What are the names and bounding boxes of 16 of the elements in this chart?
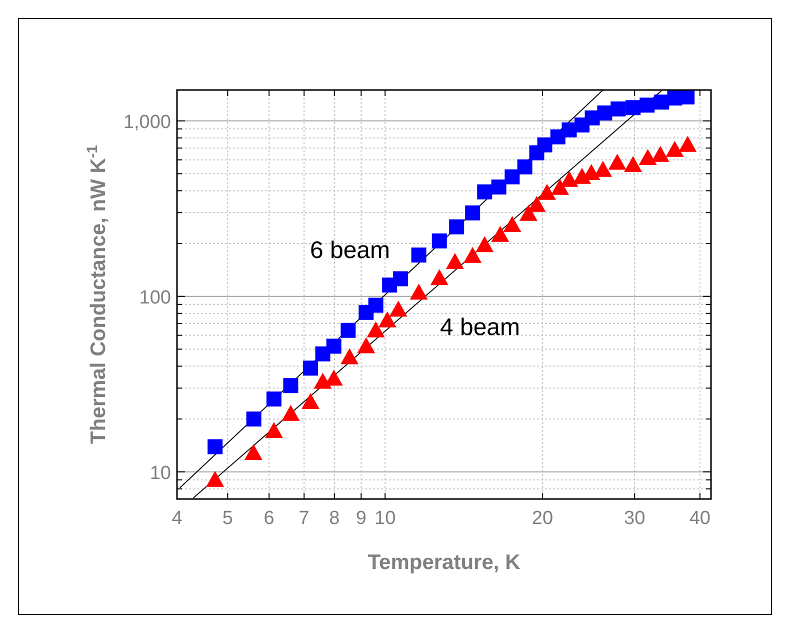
annotation: 6 beam [310,237,390,264]
x-tick-label: 20 [532,508,554,529]
x-tick-label: 4 [172,508,183,529]
x-tick-label: 9 [356,508,366,529]
y-tick-label: 1,000 [123,112,171,133]
y-tick-label: 10 [150,462,171,484]
x-tick-label: 10 [374,508,396,529]
x-tick-label: 7 [298,508,310,529]
annotation: 4 beam [440,314,520,341]
x-axis-title: Temperature, K [368,551,520,574]
x-tick-label: 40 [689,508,710,529]
x-tick-label: 6 [264,508,274,529]
y-tick-label: 100 [139,287,171,308]
x-tick-label: 8 [329,508,340,529]
x-tick-label: 5 [222,508,233,529]
x-tick-label: 30 [624,508,646,529]
